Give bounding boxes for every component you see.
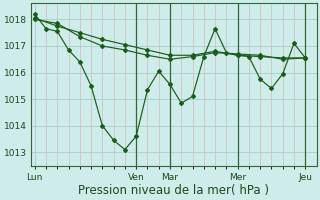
X-axis label: Pression niveau de la mer( hPa ): Pression niveau de la mer( hPa ) [78,184,269,197]
